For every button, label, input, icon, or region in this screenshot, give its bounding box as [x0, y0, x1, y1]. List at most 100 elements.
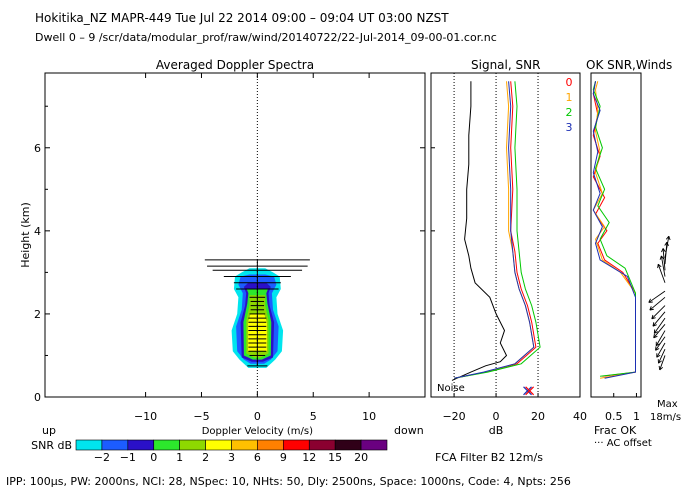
wind-vector-head — [649, 306, 654, 311]
colorbar-swatch — [75, 439, 103, 451]
colorbar-swatch — [101, 439, 129, 451]
colorbar-tick-label: 0 — [150, 451, 157, 464]
wind-vector-head — [659, 255, 665, 260]
colorbar-tick-label: 9 — [280, 451, 287, 464]
signal-series-signal_black — [451, 81, 508, 381]
wind-vector-head — [661, 248, 666, 253]
signal-x-tick-label: 0 — [493, 410, 500, 423]
noise-marker — [525, 386, 535, 396]
wind-vector-head — [653, 329, 659, 334]
noise-marker — [523, 386, 532, 396]
x-tick-label: 0 — [254, 410, 261, 423]
y-tick-label: 2 — [34, 308, 41, 321]
wind-scale-value: 18m/s — [650, 412, 681, 423]
colorbar-tick-label: 15 — [328, 451, 342, 464]
colorbar-tick-label: 1 — [176, 451, 183, 464]
wind-vector — [655, 330, 666, 347]
header-dwell-path: Dwell 0 – 9 /scr/data/modular_prof/raw/w… — [35, 31, 497, 44]
ok-series-3 — [592, 81, 636, 379]
wind-vector-head — [653, 333, 658, 339]
colorbar-swatch — [231, 439, 258, 451]
colorbar-swatch — [179, 439, 206, 451]
ok-series-2 — [592, 81, 636, 377]
ok-series-0 — [592, 81, 636, 377]
colorbar-tick-label: 3 — [228, 451, 235, 464]
legend-entry-2: 2 — [566, 106, 573, 119]
ok-series-1 — [592, 81, 636, 379]
y-tick-label: 4 — [34, 225, 41, 238]
signal-x-tick-label: 20 — [531, 410, 545, 423]
signal-series-run1 — [454, 81, 535, 379]
wind-vector — [659, 355, 666, 371]
ok-x-axis-label: Frac OK — [594, 424, 637, 437]
ok-title: OK SNR,Winds — [586, 58, 672, 72]
filter-label: FCA Filter B2 12m/s — [435, 451, 543, 464]
header-title: Hokitika_NZ MAPR-449 Tue Jul 22 2014 09:… — [35, 11, 449, 25]
wind-vector — [649, 296, 666, 311]
signal-frame — [430, 72, 581, 398]
signal-x-tick-label: 40 — [573, 410, 587, 423]
colorbar-swatch — [360, 439, 388, 451]
x-axis-label: Doppler Velocity (m/s) — [202, 426, 313, 437]
signal-title: Signal, SNR — [471, 58, 540, 72]
signal-x-tick-label: −20 — [442, 410, 465, 423]
wind-vector — [651, 305, 666, 320]
x-label-down: down — [394, 424, 424, 437]
signal-x-axis-label: dB — [489, 424, 504, 437]
wind-vector — [655, 336, 666, 351]
colorbar-swatch — [257, 439, 284, 451]
spectra-title: Averaged Doppler Spectra — [156, 58, 314, 72]
colorbar-swatch — [153, 439, 180, 451]
wind-vector — [662, 248, 666, 271]
ok-x-tick-label: 0.5 — [605, 410, 623, 423]
x-tick-label: −5 — [193, 410, 209, 423]
wind-vector-head — [665, 235, 671, 241]
x-tick-label: −10 — [134, 410, 157, 423]
noise-annotation: Noise — [437, 383, 465, 394]
colorbar-swatch — [334, 439, 362, 451]
footer-params: IPP: 100µs, PW: 2000ns, NCI: 28, NSpec: … — [6, 475, 571, 488]
wind-vector — [660, 255, 666, 277]
x-tick-label: 10 — [362, 410, 376, 423]
wind-vector-head — [648, 298, 653, 303]
wind-vector — [658, 349, 666, 364]
colorbar-tick-label: 20 — [354, 451, 368, 464]
x-tick-label: 5 — [310, 410, 317, 423]
y-tick-label: 6 — [34, 142, 41, 155]
colorbar-tick-label: 12 — [302, 451, 316, 464]
legend-entry-3: 3 — [566, 121, 573, 134]
wind-vector — [653, 317, 666, 334]
y-tick-label: 0 — [34, 391, 41, 404]
signal-series-run0 — [454, 81, 537, 379]
wind-vector-head — [658, 365, 664, 371]
wind-vector-head — [655, 346, 660, 351]
wind-vector — [657, 264, 666, 283]
wind-vector-head — [651, 314, 656, 320]
ok-x-tick-label: 1 — [633, 410, 640, 423]
wind-vector — [648, 290, 666, 303]
ok-frame — [590, 72, 642, 398]
wind-vector-head — [655, 341, 660, 347]
spectra-frame — [44, 72, 426, 398]
colorbar-swatch — [308, 439, 336, 451]
colorbar-tick-label: −1 — [120, 451, 136, 464]
colorbar-swatch — [205, 439, 232, 451]
colorbar-tick-label: 6 — [254, 451, 261, 464]
signal-series-run3 — [453, 81, 535, 379]
wind-vector-head — [652, 322, 657, 327]
legend-entry-0: 0 — [566, 76, 573, 89]
wind-vector — [653, 324, 666, 339]
wind-scale-label: Max — [657, 399, 678, 410]
wind-vector — [664, 236, 670, 258]
wind-vector-head — [657, 359, 662, 364]
wind-vector — [652, 311, 666, 327]
wind-vector-head — [656, 353, 661, 358]
colorbar-tick-label: −2 — [94, 451, 110, 464]
y-axis-label: Height (km) — [19, 202, 32, 268]
signal-series-run2 — [454, 81, 541, 379]
ac-offset-note: ··· AC offset — [594, 438, 652, 449]
colorbar-swatch — [283, 439, 310, 451]
wind-vector — [656, 342, 666, 358]
